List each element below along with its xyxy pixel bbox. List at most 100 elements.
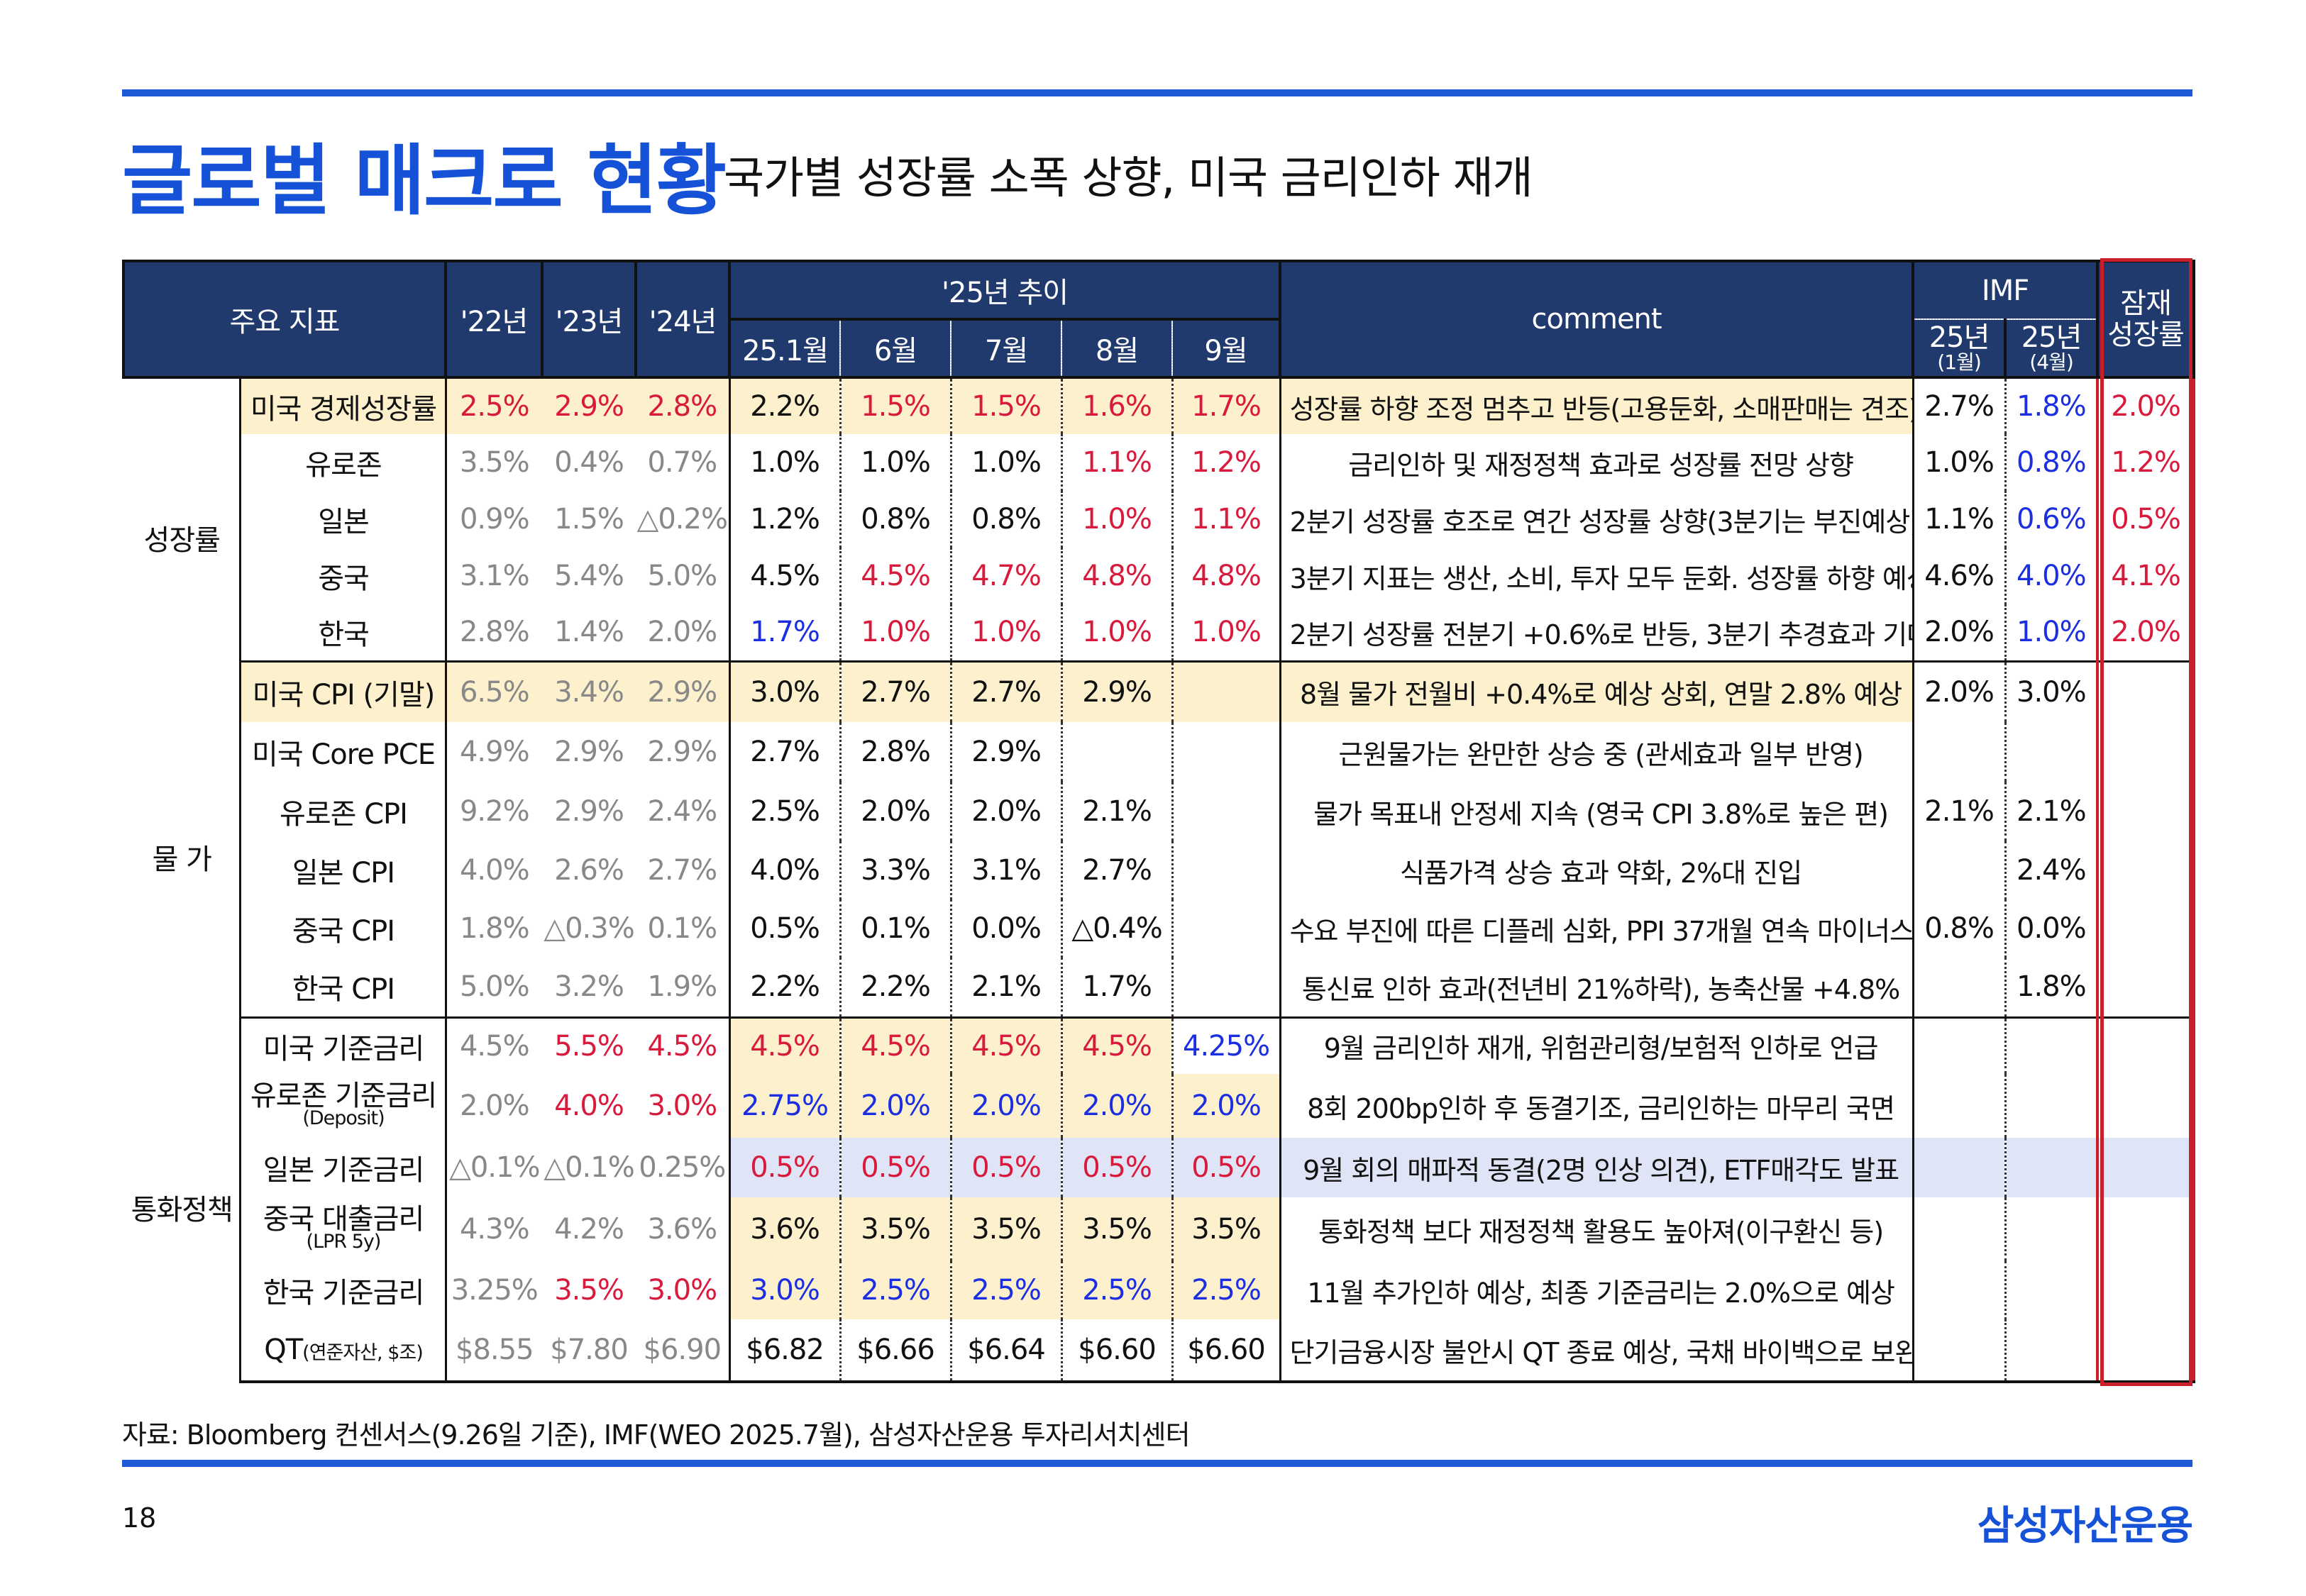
imf-jan-value: 1.0% <box>1913 434 2007 491</box>
potential-growth-value <box>2097 1138 2196 1197</box>
potential-growth-value <box>2097 1319 2196 1383</box>
comment-text: 8회 200bp인하 후 동결기조, 금리인하는 마무리 국면 <box>1280 1074 1914 1138</box>
value-aug: 1.1% <box>1060 434 1173 491</box>
value-2024: 2.8% <box>636 377 731 434</box>
value-2022: 4.9% <box>459 736 530 768</box>
value-2022: △0.1% <box>449 1151 540 1184</box>
source-note: 자료: Bloomberg 컨센서스(9.26일 기준), IMF(WEO 20… <box>122 1419 1191 1451</box>
value-jun: 3.5% <box>839 1197 951 1261</box>
imf-apr-value: 2.4% <box>2005 841 2100 899</box>
potential-growth-value <box>2097 1017 2196 1074</box>
value-jun: 1.5% <box>839 377 951 434</box>
indicator-name: 중국 <box>240 548 447 604</box>
imf-jan-value <box>1913 1197 2007 1261</box>
indicator-name: 미국 CPI (기말) <box>240 661 447 722</box>
imf-jan-value: 0.8% <box>1913 899 2007 958</box>
value-jul: 1.5% <box>949 377 1062 434</box>
category-monetary-policy: 통화정책 <box>123 1017 241 1382</box>
potential-growth-value: 1.2% <box>2097 434 2196 491</box>
value-sep <box>1171 722 1281 782</box>
value-aug: 2.1% <box>1060 782 1173 841</box>
value-2024: 3.0% <box>636 1074 731 1138</box>
comment-text: 통신료 인하 효과(전년비 21%하락), 농축산물 +4.8% <box>1280 958 1914 1019</box>
indicator-subtitle: (Deposit) <box>302 1107 385 1129</box>
imf-jan-value <box>1913 1017 2007 1074</box>
imf-apr-value <box>2005 1319 2100 1383</box>
value-jan: 1.7% <box>729 604 841 663</box>
value-jun: 4.5% <box>839 1017 951 1074</box>
value-aug: 2.0% <box>1060 1074 1173 1138</box>
imf-apr-value: 4.0% <box>2005 548 2100 604</box>
value-2022: 4.5% <box>459 1029 530 1063</box>
comment-text: 9월 금리인하 재개, 위험관리형/보험적 인하로 언급 <box>1280 1017 1914 1074</box>
imf-jan-value <box>1913 1261 2007 1319</box>
potential-growth-value: 2.0% <box>2097 604 2196 663</box>
imf-jan-value <box>1913 1319 2007 1383</box>
value-2022: 3.5% <box>459 446 530 479</box>
header-2022: '22년 <box>444 260 544 379</box>
value-2024: 0.7% <box>636 434 731 491</box>
value-2024: 2.0% <box>636 604 731 663</box>
comment-text: 3분기 지표는 생산, 소비, 투자 모두 둔화. 성장률 하향 예상 <box>1280 548 1914 604</box>
header-month-jun: 6월 <box>839 318 952 379</box>
value-aug: 2.7% <box>1060 841 1173 899</box>
value-aug: 0.5% <box>1060 1138 1173 1197</box>
header-potential-growth: 잠재 성장률 <box>2096 260 2196 379</box>
value-2023: 4.0% <box>554 1090 624 1122</box>
value-2024: 1.9% <box>636 958 731 1019</box>
imf-apr-value <box>2005 722 2100 782</box>
value-aug: △0.4% <box>1060 899 1173 958</box>
value-jun: 0.8% <box>839 491 951 548</box>
page-number: 18 <box>122 1502 157 1534</box>
value-jul: 2.0% <box>949 1074 1062 1138</box>
value-2022: 4.3% <box>459 1213 530 1246</box>
value-aug: 4.8% <box>1060 548 1173 604</box>
comment-text: 식품가격 상승 효과 약화, 2%대 진입 <box>1280 841 1914 899</box>
value-2024: 2.9% <box>636 661 731 722</box>
value-aug: 1.0% <box>1060 604 1173 663</box>
potential-growth-value <box>2097 1074 2196 1138</box>
comment-text: 통화정책 보다 재정정책 활용도 높아져(이구환신 등) <box>1280 1197 1914 1261</box>
indicator-name: 한국 CPI <box>240 958 447 1019</box>
value-jun: 2.7% <box>839 661 951 722</box>
value-aug: $6.60 <box>1060 1319 1173 1383</box>
header-month-sep: 9월 <box>1171 318 1281 379</box>
imf-apr-value: 0.0% <box>2005 899 2100 958</box>
value-jun: 3.3% <box>839 841 951 899</box>
indicator-name: 일본 기준금리 <box>240 1138 447 1197</box>
indicator-name: 미국 Core PCE <box>240 722 447 782</box>
value-jul: 0.5% <box>949 1138 1062 1197</box>
value-2022: 3.1% <box>459 560 530 592</box>
value-2024: 0.25% <box>636 1138 731 1197</box>
value-2022: 0.9% <box>459 503 530 536</box>
header-imf-jan-sub: (1월) <box>1937 350 1981 374</box>
header-imf-apr: 25년 (4월) <box>2004 318 2100 379</box>
value-jun: 2.0% <box>839 782 951 841</box>
value-2023: 3.5% <box>554 1274 624 1307</box>
value-sep: 1.1% <box>1171 491 1281 548</box>
top-rule <box>122 89 2192 96</box>
category-growth: 성장률 <box>123 377 241 661</box>
value-jul: 3.5% <box>949 1197 1062 1261</box>
value-aug: 1.6% <box>1060 377 1173 434</box>
value-aug: 2.5% <box>1060 1261 1173 1319</box>
value-jan: 1.2% <box>750 503 820 536</box>
value-jun: 4.5% <box>839 548 951 604</box>
value-2022: 4.0% <box>459 854 530 887</box>
indicator-name: 유로존 CPI <box>240 782 447 841</box>
value-jul: 2.1% <box>949 958 1062 1019</box>
value-2023: 3.2% <box>542 958 636 1019</box>
imf-jan-value: 2.7% <box>1913 377 2007 434</box>
potential-growth-value <box>2097 661 2196 722</box>
value-jan: 1.0% <box>750 446 820 479</box>
header-imf: IMF <box>1911 260 2100 320</box>
value-jun: 2.5% <box>839 1261 951 1319</box>
value-2024: 3.0% <box>636 1261 731 1319</box>
value-2023: 1.5% <box>554 503 624 536</box>
value-aug: 1.0% <box>1060 491 1173 548</box>
value-jun: 1.0% <box>839 604 951 663</box>
potential-growth-value <box>2097 841 2196 899</box>
comment-text: 단기금융시장 불안시 QT 종료 예상, 국채 바이백으로 보완 <box>1280 1319 1914 1383</box>
value-2022: 2.5% <box>446 377 543 434</box>
value-jan: 2.2% <box>729 958 841 1019</box>
